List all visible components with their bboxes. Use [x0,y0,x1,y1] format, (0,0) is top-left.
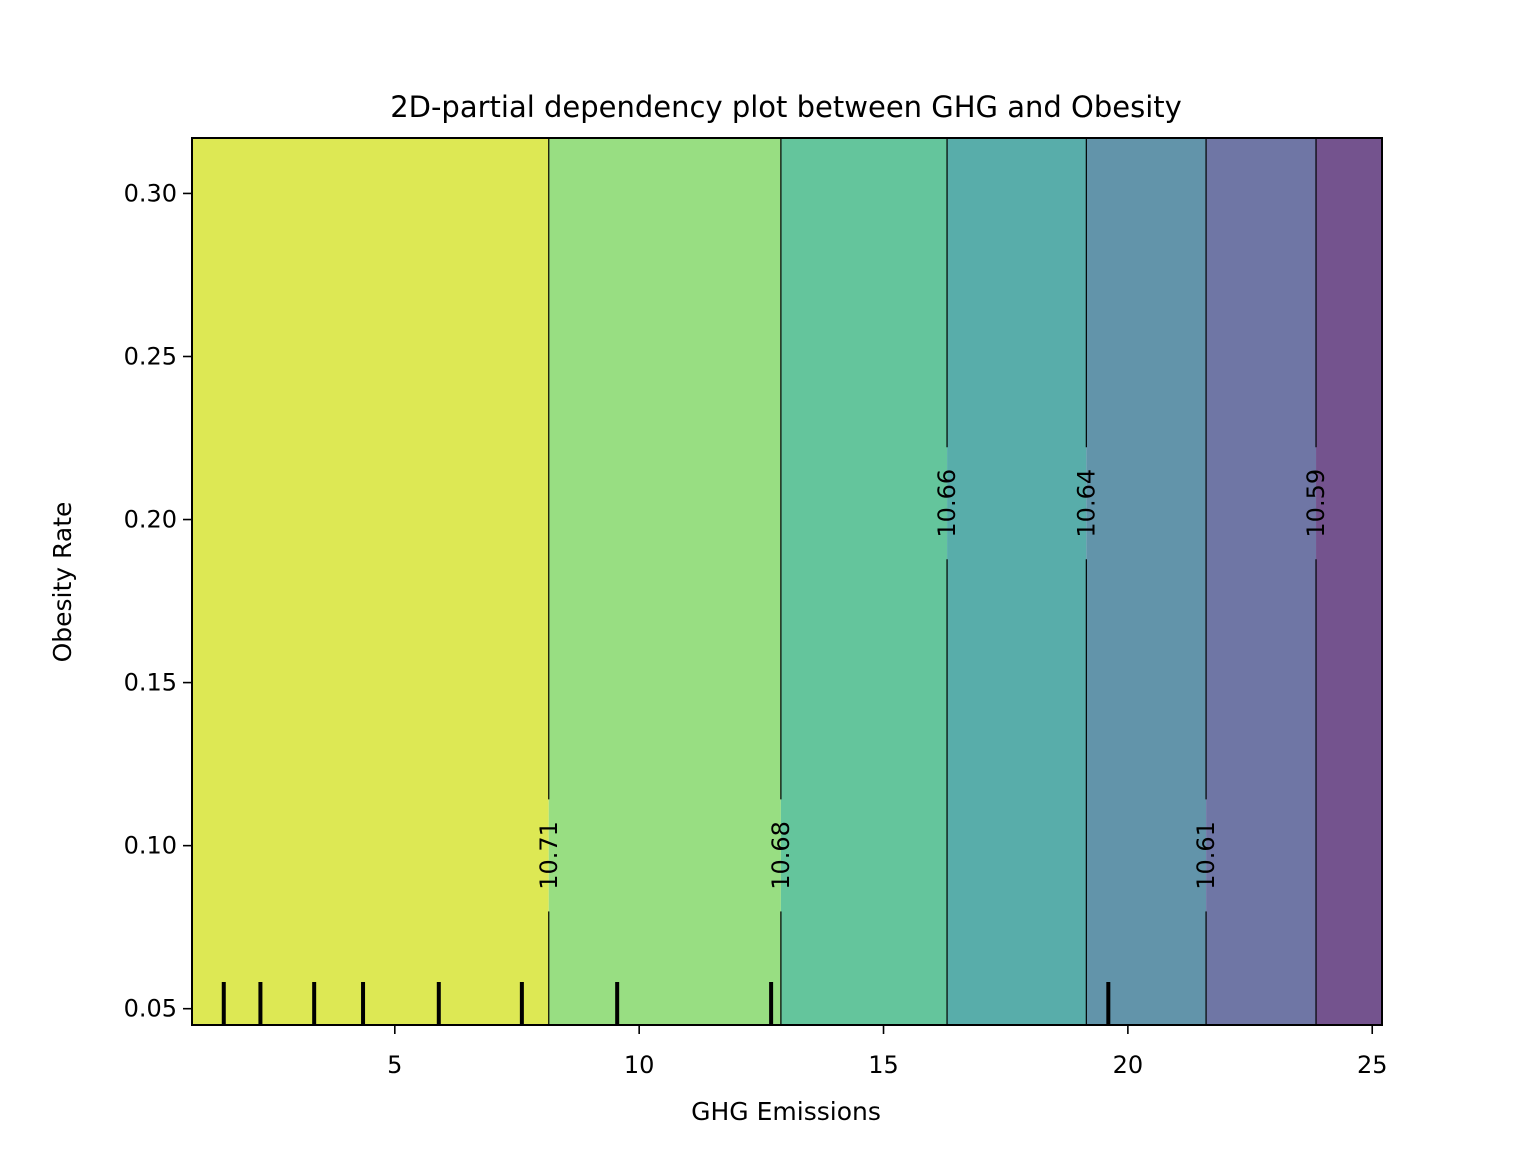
plot-frame [191,137,1383,1026]
x-tick-label-3: 20 [1113,1051,1144,1079]
y-tick-label-4: 0.25 [124,342,177,370]
contour-labels: 10.71 10.68 10.66 10.64 10.61 10.59 [535,469,1330,890]
contour-label-4: 10.61 [1192,821,1220,890]
y-tick-label-3: 0.20 [124,506,177,534]
contour-band-5 [1206,138,1317,1025]
x-tick-label-0: 5 [387,1051,402,1079]
contour-band-1 [548,138,781,1025]
x-tick-label-2: 15 [868,1051,899,1079]
y-tick-label-2: 0.15 [124,669,177,697]
chart-title: 2D-partial dependency plot between GHG a… [390,90,1182,124]
contour-band-0 [192,138,549,1025]
contour-label-3: 10.64 [1072,469,1100,538]
contour-band-3 [947,138,1087,1025]
contour-band-2 [780,138,948,1025]
x-tick-label-4: 25 [1357,1051,1388,1079]
contour-label-5: 10.59 [1302,469,1330,538]
contour-label-0: 10.71 [535,821,563,890]
rug-marks [221,982,1111,1025]
x-tick-label-1: 10 [624,1051,655,1079]
contour-label-1: 10.68 [767,821,795,890]
x-axis-ticks: 5 10 15 20 25 [387,1025,1387,1079]
contour-band-4 [1086,138,1207,1025]
y-tick-label-5: 0.30 [124,179,177,207]
contour-bands [192,138,1382,1025]
y-tick-label-1: 0.10 [124,832,177,860]
y-axis-label: Obesity Rate [48,502,77,663]
contour-label-2: 10.66 [933,469,961,538]
x-axis-label: GHG Emissions [691,1097,881,1126]
y-tick-label-0: 0.05 [124,995,177,1023]
contour-band-6 [1316,138,1382,1025]
contour-lines [548,138,1317,1025]
y-axis-ticks: 0.05 0.10 0.15 0.20 0.25 0.30 [124,179,192,1023]
